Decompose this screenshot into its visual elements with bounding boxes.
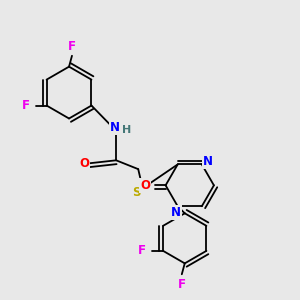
Text: F: F	[178, 278, 186, 291]
Text: O: O	[79, 157, 89, 170]
Text: F: F	[22, 99, 30, 112]
Text: O: O	[140, 179, 150, 192]
Text: S: S	[132, 187, 140, 200]
Text: F: F	[68, 40, 76, 53]
Text: N: N	[171, 206, 181, 219]
Text: N: N	[203, 155, 213, 168]
Text: F: F	[138, 244, 146, 257]
Text: N: N	[110, 121, 120, 134]
Text: H: H	[122, 125, 131, 135]
